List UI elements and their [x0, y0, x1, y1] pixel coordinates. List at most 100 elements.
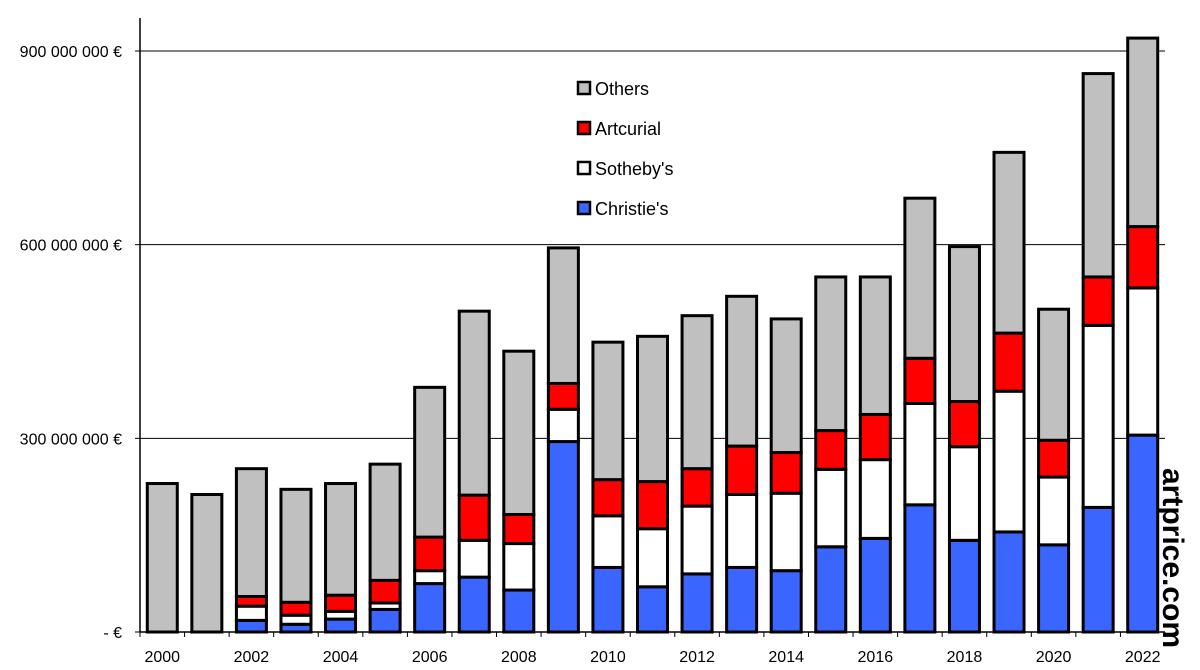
x-tick-label: 2002: [234, 649, 270, 666]
x-tick-label: 2008: [501, 649, 537, 666]
bar-segment: [947, 538, 981, 634]
bar-stack: [680, 314, 714, 634]
bar-segment: [368, 578, 402, 605]
bar-segment: [591, 478, 625, 518]
bar-segment: [769, 451, 803, 495]
legend-swatch: [576, 80, 592, 96]
bar-segment: [636, 527, 669, 589]
bar-stack: [190, 492, 224, 634]
bar-segment: [1081, 323, 1115, 509]
bar-segment: [947, 400, 981, 449]
bars: [145, 36, 1160, 634]
legend-label: Others: [595, 79, 649, 99]
bar-segment: [725, 565, 759, 634]
bar-segment: [502, 513, 536, 546]
bar-stack: [1037, 307, 1071, 634]
bar-segment: [1126, 286, 1160, 437]
bar-stack: [234, 467, 268, 634]
bar-segment: [636, 585, 669, 634]
bar-segment: [858, 458, 892, 540]
x-tick-label: 2004: [323, 649, 359, 666]
bar-segment: [546, 381, 580, 411]
bar-segment: [234, 618, 268, 634]
bar-segment: [1037, 475, 1071, 547]
bar-stack: [992, 150, 1026, 634]
x-tick-label: 2016: [858, 649, 894, 666]
bar-segment: [1037, 307, 1071, 442]
y-tick-label: - €: [103, 625, 122, 642]
y-tick-label: 300 000 000 €: [20, 431, 122, 448]
bar-segment: [814, 545, 848, 634]
bar-stack: [1081, 72, 1115, 634]
bar-stack: [368, 462, 402, 634]
bar-segment: [234, 604, 268, 622]
bar-segment: [992, 150, 1026, 335]
legend-label: Sotheby's: [595, 159, 674, 179]
bar-stack: [279, 487, 313, 634]
x-tick-label: 2014: [768, 649, 804, 666]
bar-segment: [858, 275, 892, 416]
legend-label: Christie's: [595, 199, 668, 219]
bar-segment: [680, 314, 714, 471]
bar-segment: [457, 575, 491, 634]
bar-stack: [546, 246, 580, 634]
bar-stack: [947, 245, 981, 634]
bar-segment: [947, 445, 981, 542]
bar-segment: [947, 245, 981, 404]
bar-segment: [636, 334, 669, 484]
bar-segment: [680, 572, 714, 634]
bar-segment: [814, 429, 848, 471]
bar-segment: [1081, 505, 1115, 634]
bar-segment: [1126, 433, 1160, 634]
bar-segment: [546, 440, 580, 634]
bar-segment: [457, 538, 491, 579]
bar-segment: [546, 246, 580, 385]
bar-segment: [1037, 543, 1071, 634]
bar-segment: [992, 389, 1026, 534]
bar-segment: [457, 493, 491, 542]
bar-segment: [992, 530, 1026, 634]
bar-segment: [546, 407, 580, 444]
bar-segment: [903, 503, 937, 634]
bar-segment: [413, 535, 447, 573]
bar-segment: [413, 569, 447, 586]
bar-segment: [1126, 36, 1160, 229]
bar-segment: [769, 317, 803, 455]
bar-segment: [324, 593, 358, 613]
bar-segment: [725, 444, 759, 496]
x-axis: 2000 2002 2004 2006 2008 2010 2012 2014 2016 2018…: [139, 631, 1166, 666]
bar-segment: [903, 196, 937, 360]
bar-segment: [769, 569, 803, 634]
bar-segment: [814, 275, 848, 433]
bar-segment: [324, 617, 358, 634]
bar-segment: [1126, 225, 1160, 290]
y-tick-label: 600 000 000 €: [20, 238, 122, 255]
bar-stack: [725, 294, 759, 634]
bar-segment: [234, 467, 268, 598]
bar-segment: [903, 401, 937, 507]
legend-swatch: [576, 120, 592, 136]
legend-label: Artcurial: [595, 119, 661, 139]
x-tick-label: 2018: [947, 649, 983, 666]
bar-segment: [591, 340, 625, 482]
bar-stack: [591, 340, 625, 634]
bar-stack: [769, 317, 803, 634]
bar-segment: [680, 504, 714, 576]
y-axis: - € 300 000 000 € 600 000 000 € 900 000 000…: [20, 18, 141, 642]
bar-segment: [680, 467, 714, 508]
bar-segment: [725, 294, 759, 448]
bar-segment: [502, 349, 536, 517]
bar-segment: [279, 600, 313, 617]
bar-segment: [725, 492, 759, 569]
x-tick-label: 2020: [1036, 649, 1072, 666]
bar-stack: [413, 385, 447, 634]
bar-segment: [502, 588, 536, 634]
artprice-logo-text: artprice.com: [1156, 468, 1189, 648]
bar-segment: [368, 607, 402, 634]
bar-segment: [591, 514, 625, 569]
bar-segment: [413, 582, 447, 634]
bar-stack: [145, 482, 179, 634]
bar-segment: [1037, 438, 1071, 479]
